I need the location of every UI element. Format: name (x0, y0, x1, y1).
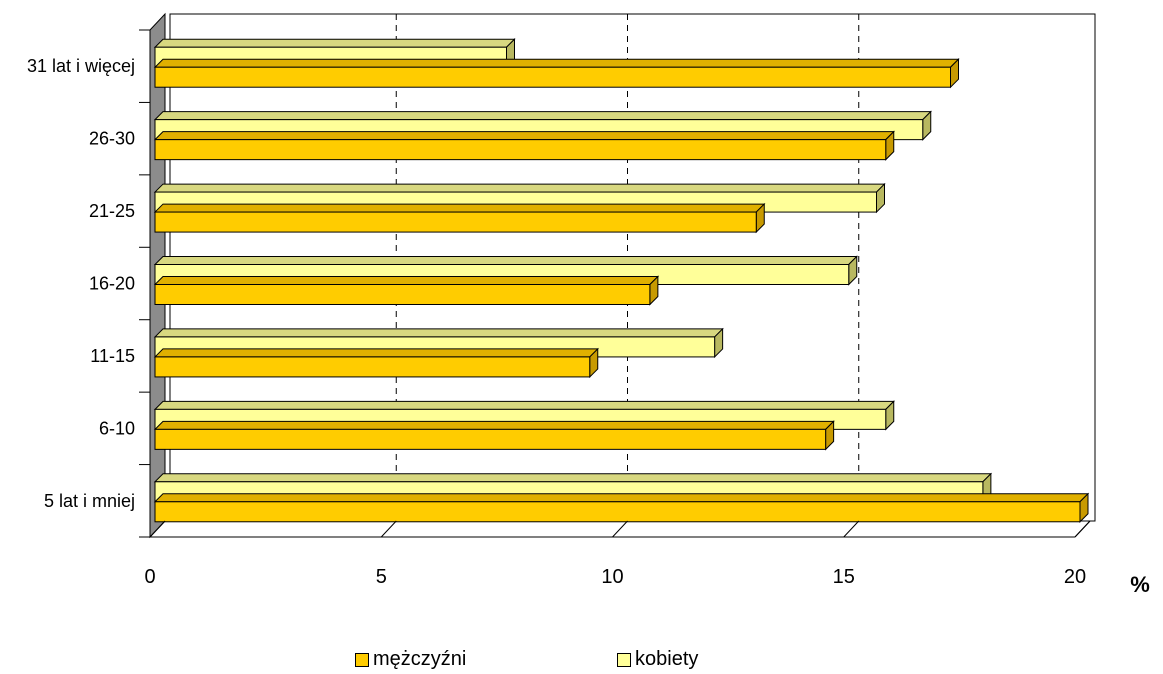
bar (153, 58, 960, 89)
bar (153, 492, 1090, 523)
category-label: 26-30 (89, 129, 135, 149)
legend-item-women: kobiety (617, 648, 698, 671)
legend-swatch-women (617, 652, 631, 667)
floor-tick (843, 520, 860, 538)
floor-right-edge (1074, 520, 1091, 538)
axes (139, 29, 1091, 538)
x-tick-labels: 0 5 10 15 20 (144, 566, 1086, 588)
floor-tick (149, 520, 166, 538)
legend-swatch-men (355, 652, 369, 667)
bar-chart: 0 5 10 15 20 5 lat i mniej 6-10 11-15 16-20 21-2… (27, 12, 1150, 597)
x-unit-label: % (1130, 572, 1150, 597)
category-label: 5 lat i mniej (44, 491, 135, 511)
category-label: 31 lat i więcej (27, 56, 135, 76)
bar (153, 202, 766, 234)
category-label: 6-10 (99, 418, 135, 438)
bars (153, 38, 1090, 523)
bar (153, 275, 660, 306)
category-label: 21-25 (89, 201, 135, 221)
floor-tick (380, 520, 397, 538)
x-tick-label: 15 (833, 566, 855, 588)
legend-label-women: kobiety (635, 648, 699, 670)
bar (153, 420, 835, 451)
x-tick-label: 20 (1064, 566, 1086, 588)
x-tick-label: 10 (601, 566, 623, 588)
floor-tick (612, 520, 628, 538)
legend-item-men: mężczyźni (355, 648, 466, 671)
x-tick-label: 5 (376, 566, 387, 588)
bar (153, 130, 895, 161)
category-labels: 5 lat i mniej 6-10 11-15 16-20 21-25 26-30 31 … (27, 56, 135, 511)
legend: mężczyźni kobiety (0, 648, 1163, 674)
legend-label-men: mężczyźni (373, 648, 467, 670)
bar (153, 347, 599, 379)
category-label: 11-15 (90, 346, 135, 366)
category-label: 16-20 (89, 274, 135, 294)
x-tick-label: 0 (144, 566, 155, 588)
